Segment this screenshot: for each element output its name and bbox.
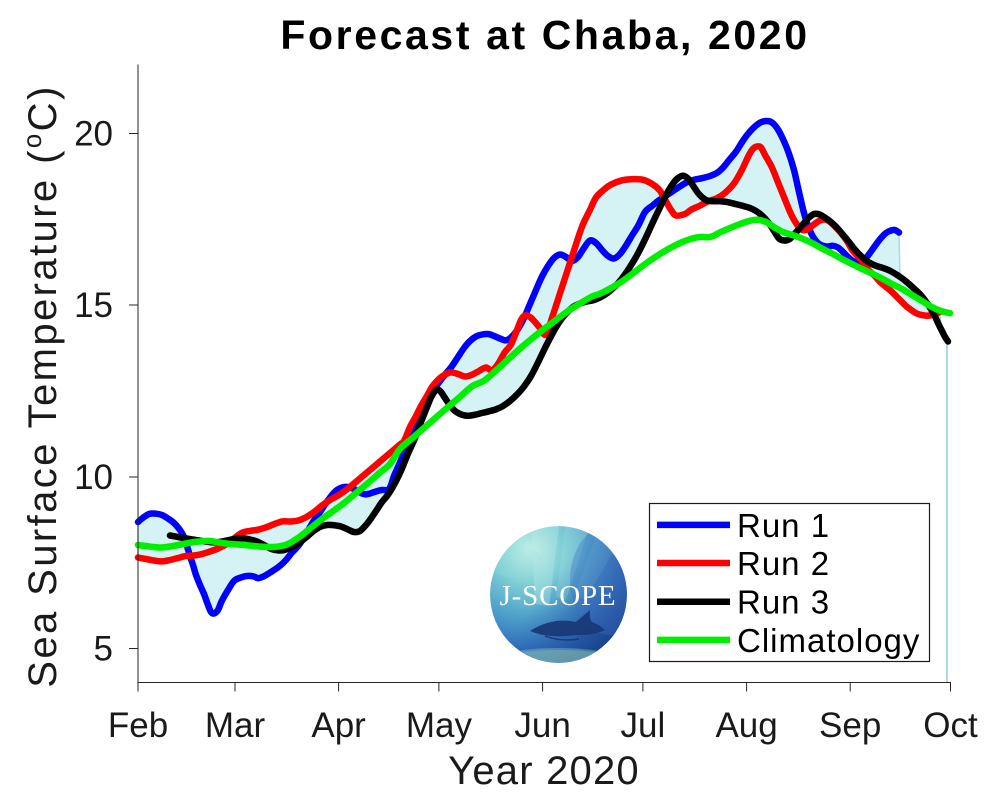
svg-text:Aug: Aug (715, 706, 777, 745)
svg-text:Climatology: Climatology (737, 622, 920, 659)
svg-text:Forecast at Chaba, 2020: Forecast at Chaba, 2020 (280, 12, 809, 58)
svg-text:J-SCOPE: J-SCOPE (500, 580, 617, 612)
svg-text:Jun: Jun (514, 706, 570, 745)
svg-text:Feb: Feb (108, 706, 168, 745)
svg-text:Run 1: Run 1 (737, 507, 830, 544)
svg-text:Mar: Mar (205, 706, 266, 745)
svg-text:Apr: Apr (311, 706, 366, 745)
svg-text:Year 2020: Year 2020 (448, 749, 640, 793)
svg-text:Sea Surface Temperature (oC): Sea Surface Temperature (oC) (17, 84, 65, 687)
svg-text:May: May (406, 706, 473, 745)
svg-text:10: 10 (74, 458, 113, 497)
svg-text:20: 20 (74, 115, 113, 154)
svg-text:15: 15 (74, 286, 113, 325)
svg-text:Jul: Jul (621, 706, 666, 745)
svg-text:Oct: Oct (923, 706, 978, 745)
svg-text:Run 3: Run 3 (737, 584, 830, 621)
svg-text:Run 2: Run 2 (737, 545, 830, 582)
svg-text:Sep: Sep (819, 706, 881, 745)
svg-text:5: 5 (94, 630, 113, 669)
